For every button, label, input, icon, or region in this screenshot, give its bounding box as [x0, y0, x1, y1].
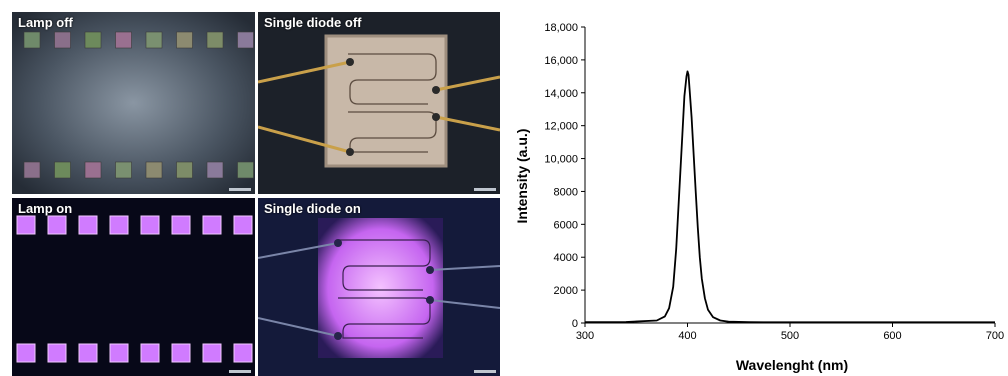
photo-single-diode-on: Single diode on — [258, 198, 500, 376]
y-axis-label: Intensity (a.u.) — [514, 129, 530, 224]
panel-label: Single diode on — [264, 201, 361, 216]
x-tick-label: 500 — [781, 330, 799, 342]
photo-lamp-on: Lamp on — [12, 198, 255, 376]
x-axis-label: Wavelenght (nm) — [736, 357, 848, 373]
photo-lamp-off: Lamp off — [12, 12, 255, 194]
y-tick-label: 0 — [572, 318, 578, 330]
x-tick-label: 400 — [678, 330, 696, 342]
y-tick-label: 18,000 — [544, 22, 578, 34]
emission-spectrum-chart: 0 2000 4000 6000 8000 10,000 12,000 14,000 16,00… — [514, 22, 1004, 373]
x-tick-label: 300 — [576, 330, 594, 342]
axes: 0 2000 4000 6000 8000 10,000 12,000 14,000 16,00… — [544, 22, 1004, 342]
y-tick-label: 14,000 — [544, 88, 578, 100]
x-tick-label: 600 — [883, 330, 901, 342]
y-tick-label: 8000 — [554, 186, 578, 198]
y-tick-label: 2000 — [554, 285, 578, 297]
y-tick-label: 6000 — [554, 219, 578, 231]
x-tick-label: 700 — [986, 330, 1004, 342]
scale-bar — [229, 188, 251, 191]
panel-label: Single diode off — [264, 15, 362, 30]
y-tick-label: 12,000 — [544, 121, 578, 133]
scale-bar — [474, 370, 496, 373]
scale-bar — [229, 370, 251, 373]
photo-single-diode-off: Single diode off — [258, 12, 500, 194]
panel-label: Lamp on — [18, 201, 73, 216]
scale-bar — [474, 188, 496, 191]
panel-label: Lamp off — [18, 15, 73, 30]
y-tick-label: 4000 — [554, 252, 578, 264]
y-tick-label: 16,000 — [544, 55, 578, 67]
y-tick-label: 10,000 — [544, 154, 578, 166]
spectrum-line — [584, 70, 995, 324]
